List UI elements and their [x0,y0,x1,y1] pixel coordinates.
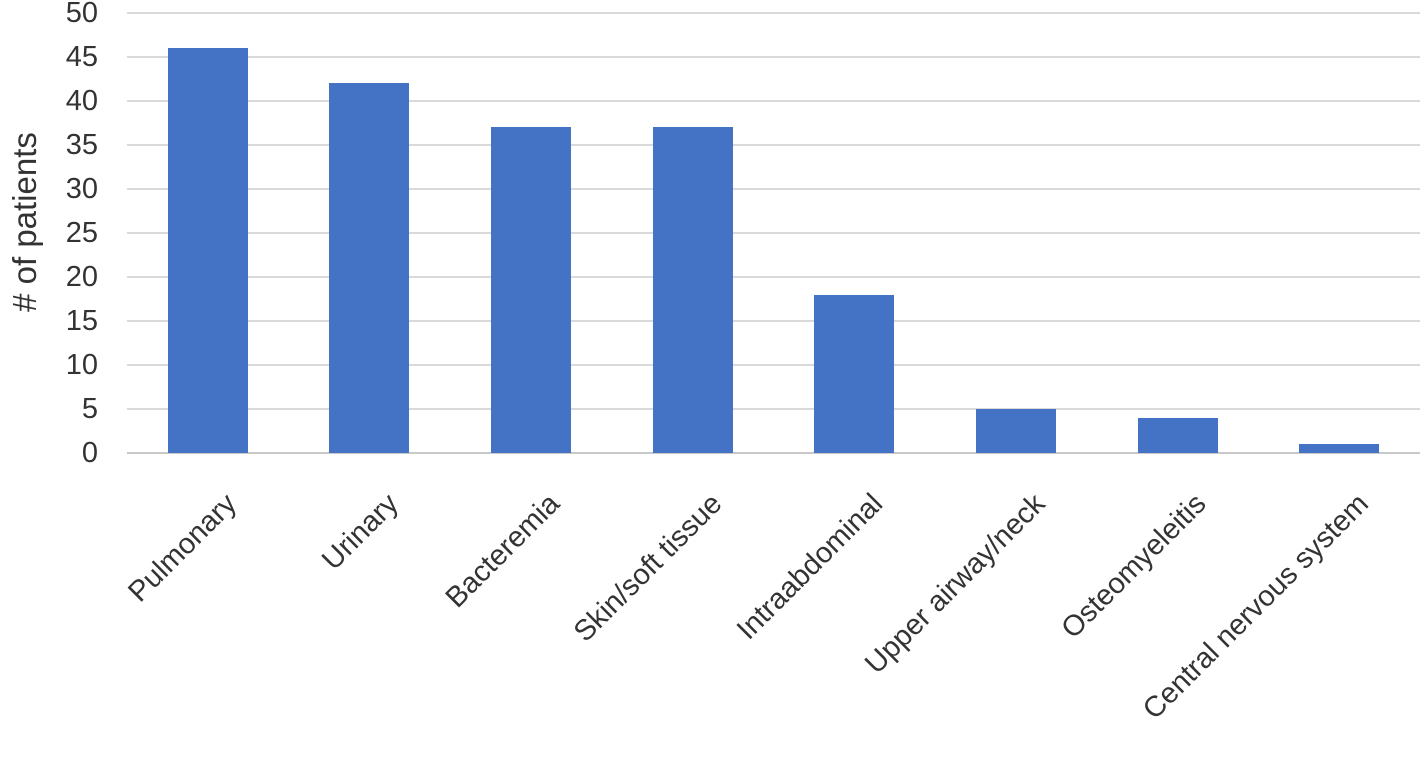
y-tick-label: 20 [65,261,98,293]
x-axis-label: Upper airway/neck [858,487,1052,681]
y-tick-label: 10 [65,349,98,381]
y-tick-label: 35 [65,129,98,161]
gridline [127,100,1420,102]
gridline [127,320,1420,322]
y-tick-label: 0 [81,437,98,469]
bar [1137,417,1218,453]
gridline [127,408,1420,410]
y-tick-label: 5 [81,393,98,425]
y-tick-label: 25 [65,217,98,249]
gridline [127,188,1420,190]
gridline [127,12,1420,14]
y-tick-label: 30 [65,173,98,205]
bar [652,127,733,453]
gridline [127,276,1420,278]
bar [167,48,248,453]
bar [1299,444,1380,453]
x-axis-label: Intraabdominal [731,487,890,646]
x-axis-label: Bacteremia [440,487,567,615]
gridline [127,364,1420,366]
y-tick-label: 50 [65,0,98,29]
x-axis-label: Urinary [316,487,405,577]
x-axis-label: Pulmonary [122,487,244,609]
y-tick-label: 15 [65,305,98,337]
x-axis-line [127,452,1420,454]
gridline [127,232,1420,234]
bar [491,127,572,453]
y-tick-label: 40 [65,85,98,117]
bar [975,409,1056,453]
gridline [127,144,1420,146]
x-axis-label: Osteomyeleitis [1055,487,1213,645]
gridline [127,56,1420,58]
y-tick-label: 45 [65,41,98,73]
bar [814,294,895,453]
x-axis-label: Skin/soft tissue [567,487,729,649]
bar [329,83,410,453]
